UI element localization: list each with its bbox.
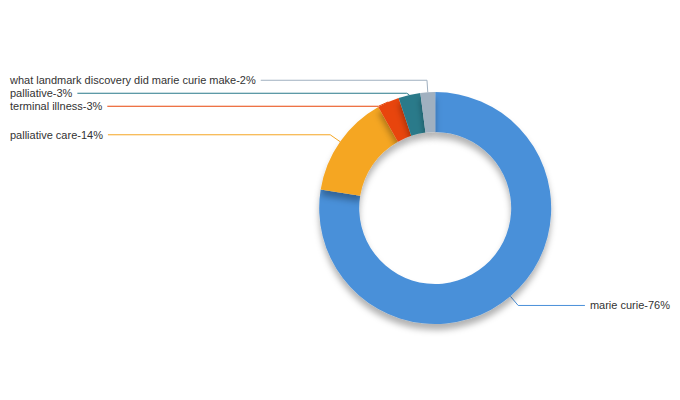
svg-text:palliative care-14%: palliative care-14% <box>10 129 103 141</box>
svg-text:palliative-3%: palliative-3% <box>10 87 73 99</box>
svg-text:marie curie-76%: marie curie-76% <box>590 299 670 311</box>
svg-text:what landmark discovery did ma: what landmark discovery did marie curie … <box>9 74 256 86</box>
svg-text:terminal illness-3%: terminal illness-3% <box>10 100 103 112</box>
